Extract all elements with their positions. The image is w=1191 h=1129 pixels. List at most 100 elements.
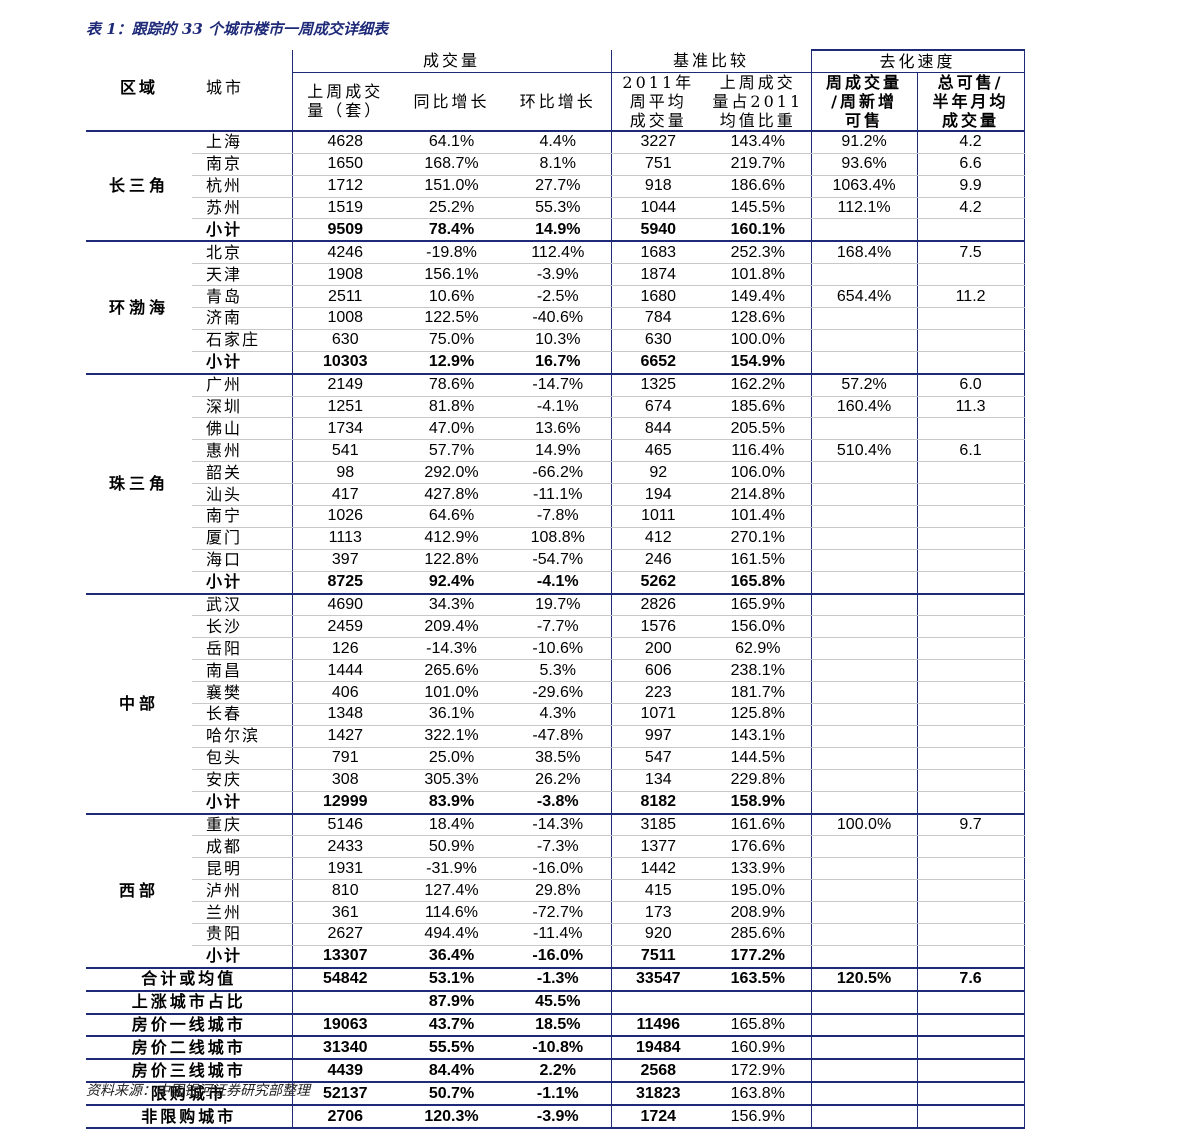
table-cell: 13.6% bbox=[505, 417, 612, 441]
table-cell: 145.5% bbox=[705, 197, 812, 220]
table-cell: 494.4% bbox=[398, 923, 505, 946]
table-cell: -2.5% bbox=[505, 285, 612, 309]
header-yoy: 同比增长 bbox=[398, 72, 505, 132]
table-row: 天津 1908 156.1% -3.9% 1874 101.8% bbox=[86, 263, 1025, 287]
table-cell: 1683 bbox=[610, 241, 706, 265]
table-cell bbox=[810, 857, 918, 881]
table-cell: 144.5% bbox=[705, 747, 812, 770]
table-cell: 100.0% bbox=[705, 329, 812, 352]
table-cell: 2433 bbox=[291, 835, 398, 859]
table-cell: 25.2% bbox=[398, 197, 505, 220]
table-cell bbox=[810, 527, 918, 550]
table-cell: 100.0% bbox=[810, 813, 918, 837]
city-name: 广州 bbox=[192, 373, 292, 397]
table-cell bbox=[810, 1013, 918, 1038]
table-cell bbox=[916, 725, 1025, 748]
table-cell: 156.1% bbox=[398, 263, 505, 287]
table-cell: -1.1% bbox=[505, 1082, 612, 1107]
table-cell: 55.3% bbox=[505, 197, 612, 220]
table-cell: 1874 bbox=[610, 263, 706, 287]
table-cell bbox=[916, 549, 1025, 572]
table-cell: 116.4% bbox=[705, 439, 812, 463]
table-cell: 112.4% bbox=[505, 241, 612, 265]
table-cell: -4.1% bbox=[505, 571, 612, 595]
table-row: 南宁 1026 64.6% -7.8% 1011 101.4% bbox=[86, 505, 1025, 528]
table-cell: 156.9% bbox=[705, 1105, 812, 1129]
city-name: 安庆 bbox=[192, 769, 292, 792]
table-cell: 630 bbox=[291, 329, 398, 352]
table-cell: -7.7% bbox=[505, 615, 612, 639]
table-cell: 361 bbox=[291, 901, 398, 924]
table-cell: 108.8% bbox=[505, 527, 612, 550]
table-cell bbox=[810, 329, 918, 352]
table-cell bbox=[916, 769, 1025, 792]
table-cell: 9509 bbox=[291, 218, 398, 243]
city-name: 石家庄 bbox=[192, 329, 292, 352]
table-cell bbox=[610, 990, 706, 1015]
table-cell: 158.9% bbox=[705, 791, 812, 815]
table-cell bbox=[810, 659, 918, 683]
table-cell: 149.4% bbox=[705, 285, 812, 309]
table-cell: 223 bbox=[610, 681, 706, 705]
totals-row: 非限购城市 2706 120.3% -3.9% 1724 156.9% bbox=[86, 1105, 1025, 1129]
table-cell: 62.9% bbox=[705, 637, 812, 661]
table-cell: 31340 bbox=[291, 1036, 398, 1061]
table-cell: 154.9% bbox=[705, 351, 812, 375]
table-cell bbox=[916, 990, 1025, 1015]
header-weekly-ratio: 周成交量/周新增 可售 bbox=[810, 72, 918, 132]
table-cell: 270.1% bbox=[705, 527, 812, 550]
table-cell bbox=[291, 990, 398, 1015]
table-cell: 1576 bbox=[610, 615, 706, 639]
city-name: 昆明 bbox=[192, 857, 292, 881]
region-name: 中部 bbox=[86, 593, 192, 815]
table-row: 岳阳 126 -14.3% -10.6% 200 62.9% bbox=[86, 637, 1025, 661]
city-name: 济南 bbox=[192, 307, 292, 330]
table-cell: -16.0% bbox=[505, 945, 612, 969]
table-row: 苏州 1519 25.2% 55.3% 1044 145.5% 112.1% 4.2 bbox=[86, 197, 1025, 220]
table-cell: 5146 bbox=[291, 813, 398, 837]
table-cell: 27.7% bbox=[505, 175, 612, 198]
table-cell: 1071 bbox=[610, 703, 706, 726]
table-cell bbox=[810, 1105, 918, 1129]
table-cell: 168.7% bbox=[398, 153, 505, 176]
table-cell bbox=[916, 1036, 1025, 1061]
table-cell bbox=[916, 637, 1025, 661]
table-cell: 14.9% bbox=[505, 218, 612, 243]
table-cell: -31.9% bbox=[398, 857, 505, 881]
table-title: 表 1：跟踪的 33 个城市楼市一周成交详细表 bbox=[86, 20, 388, 38]
table-cell: 18.5% bbox=[505, 1013, 612, 1038]
table-cell: 844 bbox=[610, 417, 706, 441]
city-name: 襄樊 bbox=[192, 681, 292, 705]
table-cell: 177.2% bbox=[705, 945, 812, 969]
table-cell: -47.8% bbox=[505, 725, 612, 748]
table-cell: 4439 bbox=[291, 1059, 398, 1084]
region-name: 环渤海 bbox=[86, 241, 192, 375]
table-cell: 8725 bbox=[291, 571, 398, 595]
table-cell bbox=[916, 593, 1025, 617]
table-cell: 1008 bbox=[291, 307, 398, 330]
table-cell: 412.9% bbox=[398, 527, 505, 550]
table-cell bbox=[810, 263, 918, 287]
table-cell: 1444 bbox=[291, 659, 398, 683]
city-name: 成都 bbox=[192, 835, 292, 859]
table-cell: 4690 bbox=[291, 593, 398, 617]
table-cell: -14.3% bbox=[398, 637, 505, 661]
table-row: 安庆 308 305.3% 26.2% 134 229.8% bbox=[86, 769, 1025, 792]
table-cell: 547 bbox=[610, 747, 706, 770]
table-cell bbox=[810, 681, 918, 705]
table-cell bbox=[705, 990, 812, 1015]
table-cell: 54842 bbox=[291, 967, 398, 992]
table-row: 泸州 810 127.4% 29.8% 415 195.0% bbox=[86, 879, 1025, 903]
table-cell: 128.6% bbox=[705, 307, 812, 330]
table-cell: 176.6% bbox=[705, 835, 812, 859]
city-name: 兰州 bbox=[192, 901, 292, 924]
totals-label: 合计或均值 bbox=[86, 967, 292, 992]
table-cell: 997 bbox=[610, 725, 706, 748]
table-cell: 151.0% bbox=[398, 175, 505, 198]
table-cell bbox=[916, 703, 1025, 726]
table-cell: 1734 bbox=[291, 417, 398, 441]
table-cell: 322.1% bbox=[398, 725, 505, 748]
table-cell: 654.4% bbox=[810, 285, 918, 309]
table-cell bbox=[916, 527, 1025, 550]
table-cell: 214.8% bbox=[705, 483, 812, 507]
